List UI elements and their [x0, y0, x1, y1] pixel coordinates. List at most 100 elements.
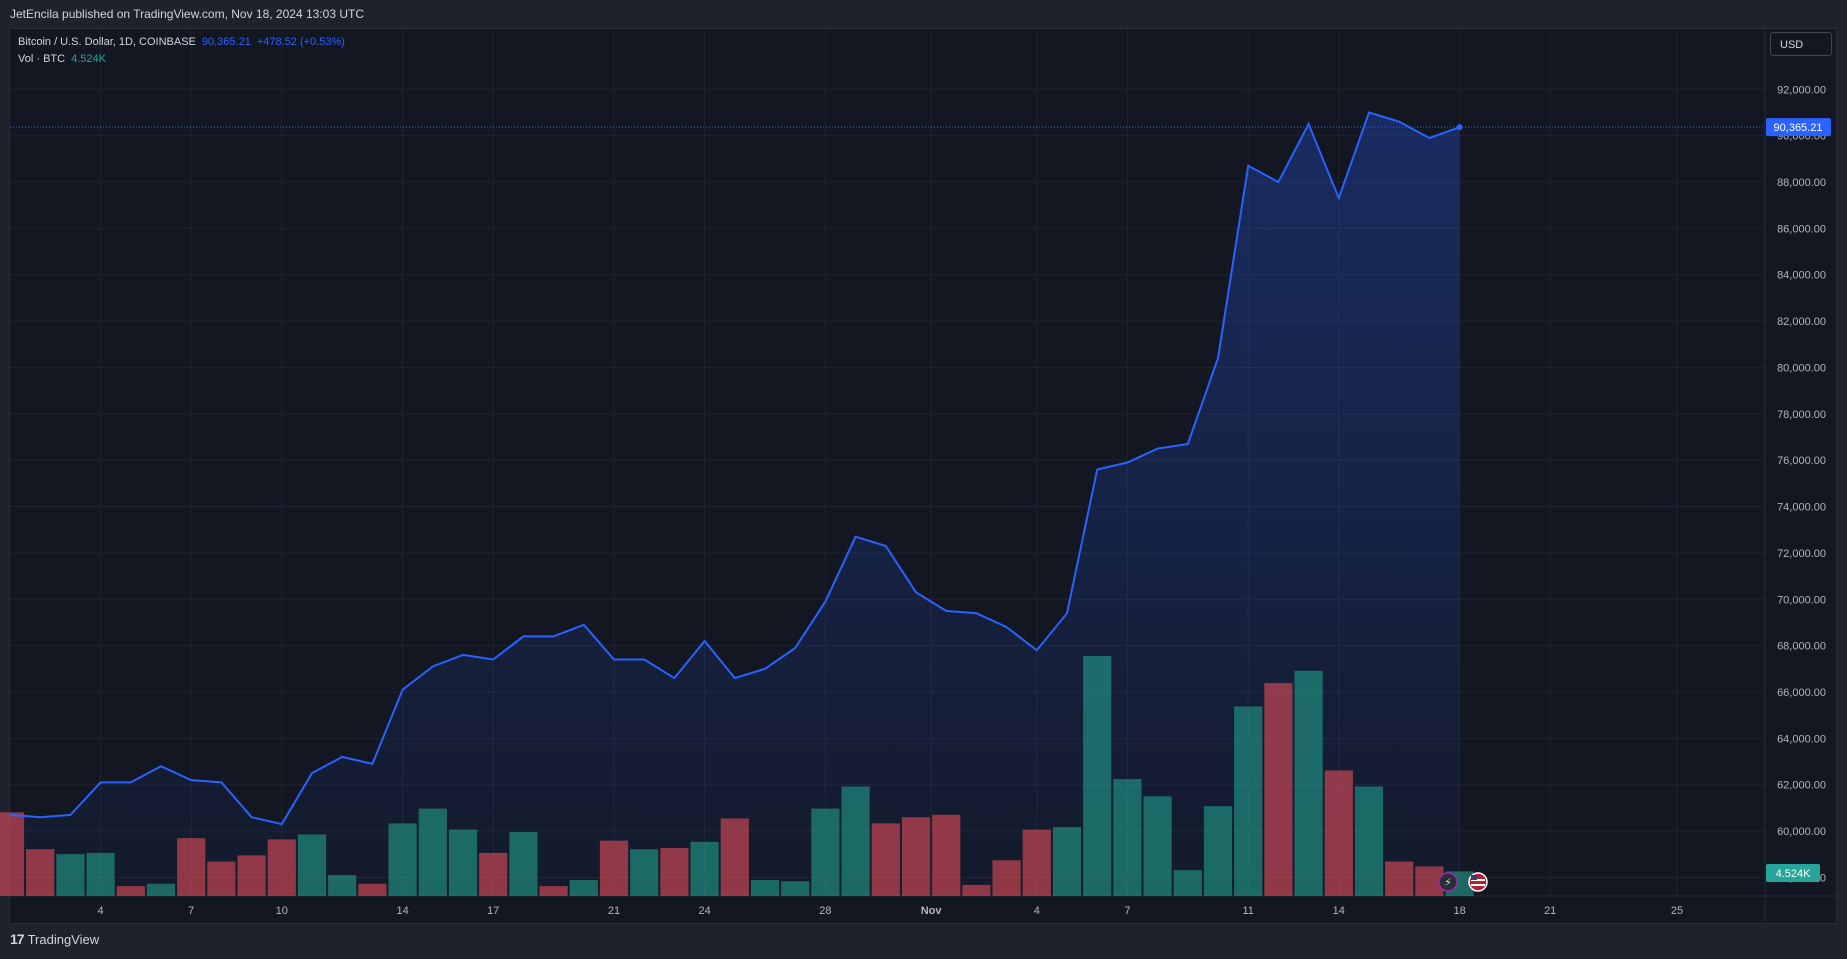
volume-bar [1324, 770, 1353, 896]
y-tick-label: 62,000.00 [1777, 780, 1826, 792]
published-text: JetEncila published on TradingView.com, … [10, 7, 364, 21]
x-tick-label: Nov [921, 905, 943, 917]
volume-bar [569, 880, 598, 896]
x-tick-label: 14 [396, 905, 408, 917]
x-tick-label: 14 [1333, 905, 1345, 917]
volume-bar [750, 880, 780, 896]
brand-text: TradingView [27, 931, 100, 947]
y-tick-label: 72,000.00 [1777, 548, 1826, 560]
volume-bar [418, 808, 447, 896]
volume-bar [599, 840, 629, 896]
x-tick-label: 21 [1544, 905, 1556, 917]
volume-bar [1203, 806, 1233, 896]
y-tick-label: 84,000.00 [1777, 270, 1826, 282]
volume-bar [56, 854, 85, 896]
symbol-name: Bitcoin / U.S. Dollar, 1D, COINBASE [18, 36, 196, 48]
y-tick-label: 86,000.00 [1777, 223, 1826, 235]
last-price-tag [1766, 118, 1831, 137]
volume-bar [146, 883, 176, 896]
volume-bar [267, 839, 296, 896]
volume-bar [1022, 829, 1051, 896]
legend-volume-row: Vol · BTC 4.524K [18, 51, 345, 68]
y-tick-label: 74,000.00 [1777, 502, 1826, 514]
x-tick-label: 21 [608, 905, 620, 917]
y-tick-label: 70,000.00 [1777, 594, 1826, 606]
volume-bar [720, 818, 749, 896]
volume-tag [1766, 864, 1820, 882]
y-tick-label: 92,000.00 [1777, 84, 1826, 96]
last-price-dot [1456, 124, 1463, 131]
chart-legend: Bitcoin / U.S. Dollar, 1D, COINBASE 90,36… [18, 34, 345, 68]
price-line[interactable] [9, 111, 1460, 826]
volume-bar [992, 860, 1021, 896]
x-tick-label: 17 [487, 905, 499, 917]
x-tick-label: 11 [1242, 905, 1253, 917]
y-tick-label: 78,000.00 [1777, 409, 1826, 421]
legend-price: 90,365.21 [201, 36, 251, 48]
volume-bar [781, 881, 810, 896]
volume-bar [116, 886, 145, 896]
x-tick-label: 10 [276, 905, 288, 917]
y-tick-label: 76,000.00 [1777, 455, 1826, 467]
volume-bar [479, 852, 508, 896]
legend-symbol-row: Bitcoin / U.S. Dollar, 1D, COINBASE 90,36… [18, 34, 345, 51]
volume-bar [1264, 683, 1293, 896]
volume-bar [1173, 870, 1202, 896]
y-tick-label: 88,000.00 [1777, 177, 1826, 189]
x-tick-label: 28 [819, 905, 831, 917]
y-tick-label: 60,000.00 [1777, 826, 1826, 838]
volume-bar [841, 786, 870, 896]
volume-bar [811, 808, 840, 896]
currency-button[interactable]: USD [1770, 32, 1832, 56]
volume-bar [901, 817, 931, 896]
volume-bar [207, 861, 236, 896]
volume-bar [630, 849, 659, 896]
us-flag-canton [1471, 875, 1477, 880]
volume-bar [0, 812, 25, 896]
volume-bar [297, 834, 327, 896]
volume-bar [690, 841, 719, 896]
volume-bar [1113, 779, 1142, 896]
volume-bar [539, 886, 568, 896]
footer-bar [0, 924, 1847, 959]
x-tick-label: 7 [188, 905, 194, 917]
last-price-tag-label: 90,365.21 [1774, 122, 1823, 134]
volume-bar [962, 884, 991, 896]
x-tick-label: 7 [1124, 905, 1130, 917]
volume-bar [1143, 796, 1172, 896]
volume-bar [1294, 670, 1323, 896]
volume-bar [1385, 861, 1414, 896]
us-flag-stripe [1471, 879, 1485, 881]
volume-bar [1354, 786, 1384, 896]
volume-bar [932, 814, 961, 896]
y-tick-label: 68,000.00 [1777, 641, 1826, 653]
tradingview-brand[interactable]: 17 TradingView [10, 931, 99, 947]
tradingview-logo-icon: 17 [10, 931, 25, 947]
volume-bar [388, 823, 417, 896]
volume-bar [871, 823, 900, 896]
volume-bar [86, 852, 115, 896]
x-tick-label: 4 [98, 905, 104, 917]
volume-bar [509, 832, 538, 896]
legend-change: +478.52 (+0.53%) [256, 36, 345, 48]
volume-bar [1083, 656, 1112, 896]
y-tick-label: 64,000.00 [1777, 733, 1826, 745]
volume-label: Vol · BTC [18, 53, 66, 65]
volume-bar [328, 875, 357, 896]
volume-bar [660, 848, 689, 896]
volume-bar [1052, 827, 1082, 896]
y-tick-label: 66,000.00 [1777, 687, 1826, 699]
x-tick-label: 4 [1034, 905, 1040, 917]
flash-event-icon[interactable] [1438, 872, 1458, 892]
volume-bar [26, 849, 55, 896]
volume-bar [358, 883, 387, 896]
flash-event-glyph: ⚡ [1444, 876, 1452, 889]
x-tick-label: 18 [1453, 905, 1465, 917]
y-tick-label: 82,000.00 [1777, 316, 1826, 328]
volume-value: 4.524K [71, 53, 106, 65]
volume-bar [448, 829, 478, 896]
published-header: JetEncila published on TradingView.com, … [0, 0, 1847, 28]
y-tick-label: 80,000.00 [1777, 362, 1826, 374]
volume-tag-label: 4.524K [1776, 868, 1812, 880]
